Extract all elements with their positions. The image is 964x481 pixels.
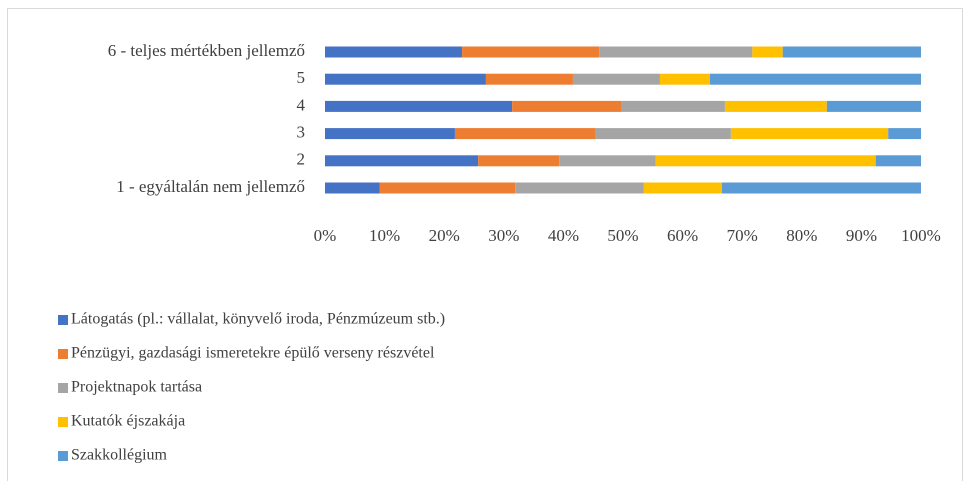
bar-segment [621,100,725,112]
bar-segment [325,46,463,58]
bar-segment [782,46,921,58]
chart-frame [7,8,963,481]
x-tick-label: 50% [607,226,638,245]
bar-segment [379,182,516,194]
bar-segment [559,155,656,167]
bar-segment [721,182,921,194]
bar-segment [594,128,731,140]
bar-segment [485,73,573,85]
legend-swatch [58,451,68,461]
bar-segment [454,128,595,140]
bar-segment [826,100,921,112]
bar-segment [724,100,827,112]
y-tick-label: 2 [297,150,306,169]
bar-segment [659,73,711,85]
bar-segment [643,182,722,194]
bar-segment [710,73,921,85]
x-tick-label: 60% [667,226,698,245]
bar-segment [478,155,560,167]
y-tick-label: 3 [297,123,306,142]
legend-label: Szakkollégium [71,447,168,464]
x-tick-label: 20% [429,226,460,245]
bar-segment [462,46,600,58]
y-tick-label: 4 [297,95,306,114]
x-tick-label: 0% [314,226,337,245]
bar-segment [655,155,876,167]
bar-segment [512,100,622,112]
legend-swatch [58,315,68,325]
bar-segment [325,128,455,140]
bar-segment [325,73,486,85]
legend-label: Pénzügyi, gazdasági ismeretekre épülő ve… [71,345,435,362]
legend-label: Látogatás (pl.: vállalat, könyvelő iroda… [71,311,445,328]
legend-label: Kutatók éjszakája [71,413,185,430]
x-tick-label: 40% [548,226,579,245]
legend-label: Projektnapok tartása [71,379,202,396]
bar-segment [752,46,783,58]
bar-segment [875,155,921,167]
bar-segment [515,182,644,194]
legend-swatch [58,417,68,427]
bar-segment [325,182,380,194]
bar-segment [730,128,889,140]
y-tick-label: 6 - teljes mértékben jellemző [108,41,305,60]
bar-segment [572,73,660,85]
x-tick-label: 70% [727,226,758,245]
x-tick-label: 100% [901,226,941,245]
x-tick-label: 30% [488,226,519,245]
bar-segment [325,155,479,167]
y-tick-label: 1 - egyáltalán nem jellemző [116,177,305,196]
y-tick-label: 5 [297,68,306,87]
bar-segment [888,128,921,140]
x-tick-label: 10% [369,226,400,245]
x-tick-label: 90% [846,226,877,245]
bar-segment [599,46,753,58]
legend-swatch [58,349,68,359]
x-tick-label: 80% [786,226,817,245]
bar-segment [325,100,513,112]
legend-swatch [58,383,68,393]
